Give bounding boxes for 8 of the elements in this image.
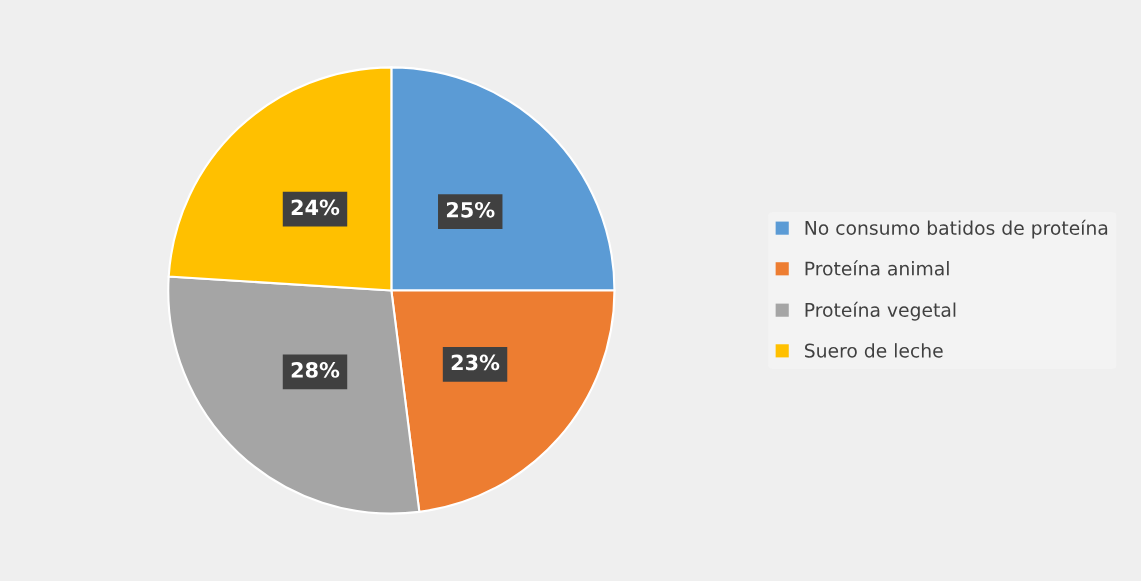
legend-label: Proteína vegetal (805, 301, 956, 321)
data-label: 23% (451, 354, 500, 371)
data-label: 24% (291, 199, 340, 216)
data-label: 28% (291, 362, 340, 378)
legend-label: Suero de leche (805, 343, 943, 358)
legend-label: Proteína animal (805, 260, 949, 276)
legend-label: No consumo batidos de proteína (805, 219, 1108, 239)
data-label: 25% (446, 201, 495, 218)
